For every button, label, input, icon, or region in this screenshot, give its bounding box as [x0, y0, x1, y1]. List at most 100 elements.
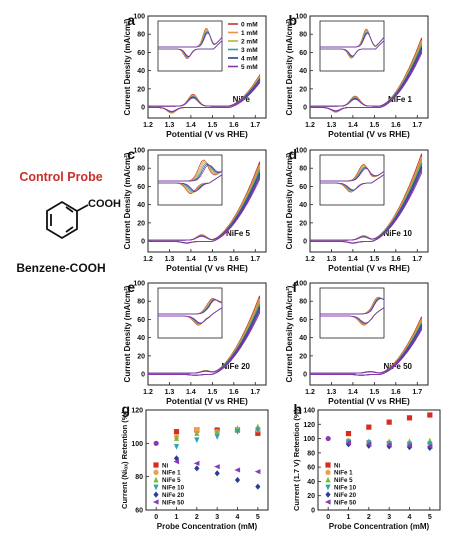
x-axis-label: Potential (V vs RHE) — [166, 396, 248, 406]
panel-letter: g — [121, 401, 130, 417]
panel-letter: h — [293, 401, 302, 417]
x-tick-label: 1.3 — [327, 389, 337, 396]
legend-entry: 0 mM — [241, 22, 258, 29]
data-point — [194, 427, 200, 433]
data-point — [193, 460, 200, 466]
inset-plot — [157, 287, 223, 339]
inset-curve-5-mM — [320, 168, 385, 191]
legend-marker — [153, 476, 159, 483]
legend-marker — [325, 491, 331, 498]
y-tick-label: 0 — [303, 239, 307, 246]
data-point — [173, 435, 180, 441]
x-tick-label: 1.3 — [165, 389, 175, 396]
y-tick-label: 60 — [135, 508, 143, 515]
inset-plot — [157, 20, 223, 72]
legend-entry: NiFe 20 — [162, 492, 185, 499]
y-tick-label: 0 — [303, 105, 307, 112]
inset-curve-5-mM — [158, 164, 223, 192]
inset-curve-5-mM — [320, 298, 385, 324]
panel-letter: e — [127, 279, 135, 295]
plot-frame — [309, 149, 429, 253]
x-tick-label: 1.6 — [391, 389, 401, 396]
y-tick-label: 80 — [137, 299, 145, 306]
legend-marker — [324, 499, 331, 505]
x-tick-label: 4 — [408, 514, 412, 521]
panel-g: 0 1 2 3 4 5 60 80 100 120 Probe Concentration (mM)… — [120, 401, 269, 531]
x-tick-label: 1.2 — [143, 122, 153, 129]
legend-entry: Ni — [334, 462, 340, 469]
x-tick-label: 1.3 — [165, 256, 175, 263]
legend-entry: NiFe 5 — [334, 477, 353, 484]
y-tick-label: 20 — [299, 86, 307, 93]
y-axis-label: Current Density (mA/cm²) — [123, 285, 132, 382]
cv-curve-5-mM — [148, 79, 261, 112]
y-tick-label: 140 — [303, 408, 315, 415]
y-tick-label: 0 — [141, 105, 145, 112]
data-point — [173, 429, 180, 435]
data-point — [254, 469, 261, 475]
y-tick-label: 20 — [307, 493, 315, 500]
y-tick-label: 40 — [137, 335, 145, 342]
data-point — [427, 441, 433, 448]
data-point — [194, 437, 200, 444]
legend-marker — [153, 491, 159, 498]
y-tick-label: 100 — [133, 148, 145, 155]
x-tick-label: 1.2 — [305, 122, 315, 129]
y-tick-label: 60 — [299, 184, 307, 191]
inset-plot — [319, 287, 385, 339]
data-point — [366, 424, 372, 430]
data-point — [255, 430, 261, 436]
inset-frame — [157, 154, 223, 206]
legend-marker — [325, 484, 331, 491]
y-tick-label: 0 — [311, 508, 315, 515]
x-axis-label: Potential (V vs RHE) — [328, 396, 410, 406]
data-point — [255, 427, 261, 434]
cv-curve-5-mM — [148, 175, 261, 244]
panel-c: 1.2 1.3 1.4 1.5 1.6 1.7 0 20 40 60 80 100 Potential … — [123, 146, 267, 273]
plot-frame — [145, 409, 269, 511]
x-tick-label: 1.6 — [229, 256, 239, 263]
plot-frame — [309, 282, 429, 386]
x-tick-label: 1.4 — [186, 256, 196, 263]
legend-marker — [153, 469, 159, 475]
x-tick-label: 1.7 — [250, 256, 260, 263]
inset-frame — [319, 287, 385, 339]
y-tick-label: 120 — [131, 408, 143, 415]
plot-frame — [147, 15, 267, 119]
benzene-structure — [46, 200, 89, 240]
y-tick-label: 60 — [299, 50, 307, 57]
legend-marker — [325, 469, 331, 475]
x-tick-label: 1.6 — [229, 122, 239, 129]
y-tick-label: 40 — [299, 68, 307, 75]
data-point — [406, 443, 413, 449]
y-tick-label: 40 — [137, 202, 145, 209]
x-tick-label: 1.4 — [348, 122, 358, 129]
data-point — [214, 428, 220, 435]
x-tick-label: 1.5 — [207, 122, 217, 129]
x-axis-label: Potential (V vs RHE) — [166, 129, 248, 139]
inset-plot — [319, 154, 385, 206]
legend-entry: NiFe 50 — [334, 499, 357, 506]
x-axis-label: Probe Concentration (mM) — [157, 522, 258, 531]
data-point — [234, 476, 241, 484]
x-tick-label: 1 — [175, 514, 179, 521]
panel-letter: c — [127, 146, 135, 162]
x-tick-label: 5 — [256, 514, 260, 521]
panel-d: 1.2 1.3 1.4 1.5 1.6 1.7 0 20 40 60 80 100 Potential … — [285, 146, 429, 273]
x-tick-label: 1.5 — [369, 389, 379, 396]
y-tick-label: 80 — [135, 474, 143, 481]
x-tick-label: 1.4 — [348, 389, 358, 396]
data-point — [325, 435, 331, 442]
x-tick-label: 1.6 — [391, 256, 401, 263]
y-axis-label: Current Density (mA/cm²) — [285, 152, 294, 249]
data-point — [234, 429, 241, 435]
panel-sample-label: NiFe 1 — [388, 95, 413, 104]
x-tick-label: 1.3 — [327, 256, 337, 263]
x-tick-label: 1.2 — [305, 389, 315, 396]
plot-frame — [317, 409, 441, 511]
legend-entry: NiFe 10 — [162, 485, 185, 492]
y-tick-label: 40 — [307, 479, 315, 486]
panel-sample-label: NiFe 10 — [384, 229, 413, 238]
data-point — [427, 412, 433, 418]
inset-plot — [319, 20, 385, 72]
